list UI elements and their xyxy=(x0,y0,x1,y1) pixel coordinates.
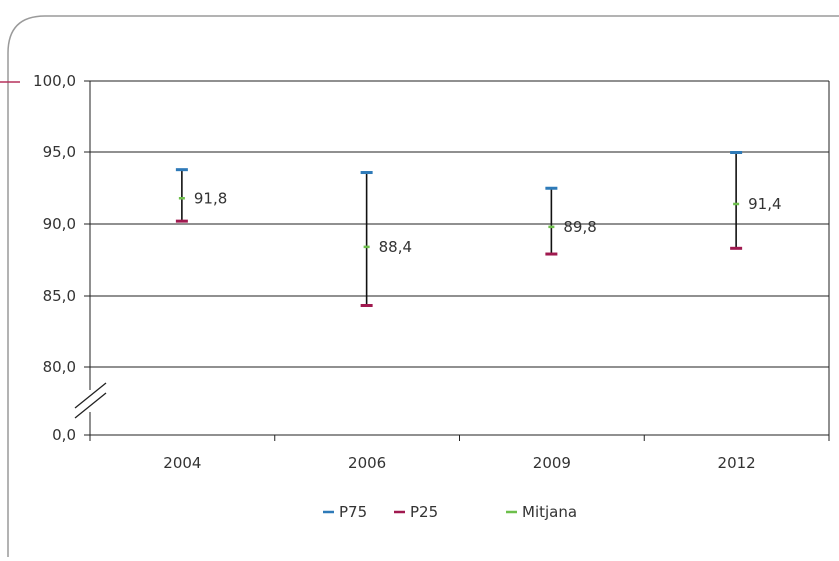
y-tick-label: 0,0 xyxy=(52,426,76,444)
median-data-label: 91,8 xyxy=(194,189,227,207)
y-tick-label: 95,0 xyxy=(43,143,76,161)
y-tick-label: 100,0 xyxy=(33,72,76,90)
range-marks: 91,8 88,4 89,8 91,4 xyxy=(175,151,782,308)
x-tick-label: 2009 xyxy=(533,454,571,472)
panel-frame xyxy=(7,15,839,557)
median-data-label: 89,8 xyxy=(563,218,596,236)
axis-break-mark xyxy=(74,392,107,419)
axes xyxy=(74,81,830,436)
x-tick-label: 2004 xyxy=(163,454,201,472)
x-tick-label: 2012 xyxy=(718,454,756,472)
legend-label-p25: P25 xyxy=(410,503,438,521)
y-tick-labels: 100,0 95,0 90,0 85,0 80,0 0,0 xyxy=(33,72,90,444)
median-data-label: 91,4 xyxy=(748,195,781,213)
median-data-label: 88,4 xyxy=(379,238,412,256)
legend-label-mitjana: Mitjana xyxy=(522,503,577,521)
x-tick-labels: 2004 2006 2009 2012 xyxy=(89,435,830,472)
y-tick-label: 90,0 xyxy=(43,215,76,233)
legend-label-p75: P75 xyxy=(339,503,367,521)
y-tick-label: 85,0 xyxy=(43,287,76,305)
legend: P75 P25 Mitjana xyxy=(323,503,577,521)
gridlines xyxy=(90,80,829,368)
y-tick-label: 80,0 xyxy=(43,358,76,376)
x-tick-label: 2006 xyxy=(348,454,386,472)
axis-break-mark xyxy=(74,382,107,409)
